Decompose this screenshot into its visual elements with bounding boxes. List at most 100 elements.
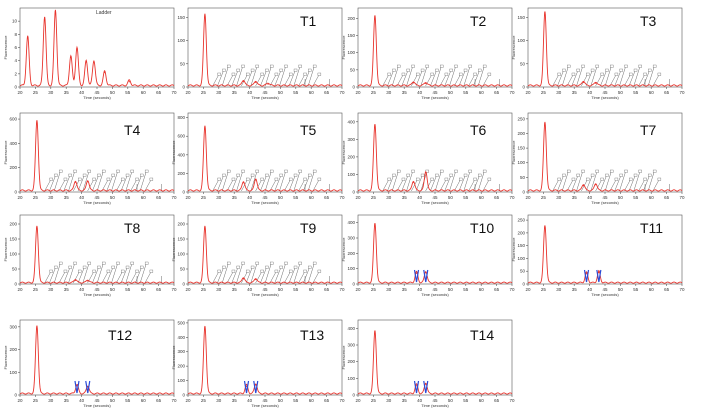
peak-callout-line	[120, 267, 128, 284]
peak-callout-line	[307, 66, 315, 87]
peak-callout-box	[274, 177, 279, 181]
x-tick-label: 25	[541, 195, 547, 200]
peak-callout-line	[221, 66, 229, 87]
y-tick-label: 0	[352, 190, 355, 195]
peak-callout-box	[557, 177, 561, 181]
x-axis-label: Time (seconds)	[591, 200, 619, 205]
peak-callout-line	[264, 171, 272, 192]
x-tick-label: 45	[432, 398, 438, 403]
peak-callout-box	[586, 177, 590, 181]
peak-callout-box	[125, 173, 130, 177]
peak-callout-box	[121, 269, 125, 273]
peak-callout-box	[274, 269, 279, 273]
plot-frame	[187, 214, 343, 285]
peak-callout-line	[477, 66, 485, 87]
peak-callout-box	[140, 173, 144, 177]
peak-callout-box	[401, 72, 406, 76]
peak-callout-line	[130, 271, 137, 284]
peak-callout-line	[624, 74, 631, 87]
peak-point	[374, 223, 376, 225]
peak-callout-box	[610, 169, 614, 173]
peak-callout-line	[590, 171, 598, 192]
peak-callout-line	[96, 171, 104, 192]
allele-marker	[413, 380, 420, 394]
x-tick-label: 40	[79, 90, 85, 95]
x-tick-label: 25	[541, 90, 547, 95]
panel-t10: 0 100 200 300 400 20 25 30 35 40 45 50 55 60 65 70 Time …	[341, 214, 515, 297]
x-tick-label: 30	[216, 90, 222, 95]
panel-title: T6	[470, 122, 487, 138]
x-tick-label: 35	[232, 287, 238, 292]
peak-callout-box	[284, 169, 288, 173]
peak-callout-line	[279, 263, 286, 284]
peak-callout-line	[77, 175, 85, 192]
x-tick-label: 70	[679, 195, 685, 200]
fluorescence-trace	[357, 15, 513, 87]
peak-callout-line	[571, 70, 578, 87]
x-tick-label: 45	[432, 287, 438, 292]
peak-callout-line	[284, 74, 291, 87]
x-tick-label: 35	[64, 195, 70, 200]
y-tick-label: 600	[9, 117, 17, 122]
peak-callout-line	[288, 175, 296, 192]
y-tick-label: 400	[347, 119, 355, 124]
fluorescence-trace	[357, 223, 513, 284]
peak-callout-line	[135, 267, 142, 284]
y-tick-label: 300	[347, 236, 355, 241]
peak-callout-line	[628, 70, 636, 87]
panel-ladder: 0 2 4 6 8 10 20 25 30 35 40 45 50 55 60 65 70 Time (secon…	[3, 7, 177, 100]
peak-callout-line	[92, 267, 99, 284]
peak-point	[582, 184, 585, 187]
peak-callout-line	[226, 271, 234, 284]
y-tick-label: 150	[9, 237, 17, 242]
peak-callout-box	[619, 173, 623, 177]
peak-callout-box	[317, 269, 322, 273]
peak-callout-box	[227, 64, 231, 68]
peak-point	[54, 10, 57, 12]
peak-point	[242, 80, 245, 83]
peak-callout-line	[444, 70, 451, 87]
peak-callout-line	[245, 267, 253, 284]
peak-point	[374, 331, 376, 333]
x-axis-label: Time (seconds)	[421, 403, 449, 408]
x-tick-label: 45	[262, 195, 268, 200]
panel-title: T4	[124, 122, 141, 138]
panel-t1: 0 50 100 150 20 25 30 35 40 45 50 55 60 65 70 Time (sec…	[177, 7, 345, 100]
x-tick-label: 40	[247, 287, 253, 292]
peak-callout-box	[397, 169, 401, 173]
panel-title: T3	[640, 13, 657, 29]
x-tick-label: 70	[339, 398, 345, 403]
peak-callout-box	[293, 68, 298, 72]
peak-callout-box	[265, 265, 269, 269]
peak-callout-line	[135, 175, 142, 192]
peak-callout-line	[101, 271, 109, 284]
panel-title: Ladder	[96, 10, 112, 16]
peak-callout-line	[236, 66, 243, 87]
x-tick-label: 70	[339, 195, 345, 200]
x-tick-label: 40	[417, 287, 423, 292]
peak-callout-box	[222, 173, 226, 177]
peak-callout-box	[116, 261, 120, 265]
x-tick-label: 55	[293, 398, 299, 403]
x-tick-label: 30	[386, 398, 392, 403]
peak-point	[544, 12, 546, 14]
y-tick-label: 50	[180, 267, 186, 272]
peak-callout-line	[269, 271, 277, 284]
y-axis-label: Fluorescence	[511, 35, 516, 60]
x-tick-label: 25	[33, 287, 39, 292]
peak-point	[204, 326, 206, 328]
y-tick-label: 400	[177, 335, 185, 340]
panel-t4: 0 200 400 600 20 25 30 35 40 45 50 55 60 65 70 Time (se…	[3, 112, 177, 205]
peak-callout-box	[73, 261, 77, 265]
peak-callout-box	[227, 261, 231, 265]
peak-callout-line	[590, 66, 598, 87]
x-tick-label: 55	[125, 398, 131, 403]
panel-title: T8	[124, 220, 141, 236]
peak-callout-box	[217, 72, 221, 76]
x-axis-label: Time (seconds)	[591, 95, 619, 100]
peak-callout-box	[250, 265, 255, 269]
y-tick-label: 200	[9, 165, 17, 170]
y-tick-label: 150	[177, 237, 185, 242]
x-tick-label: 40	[247, 398, 253, 403]
peak-callout-line	[111, 263, 118, 284]
